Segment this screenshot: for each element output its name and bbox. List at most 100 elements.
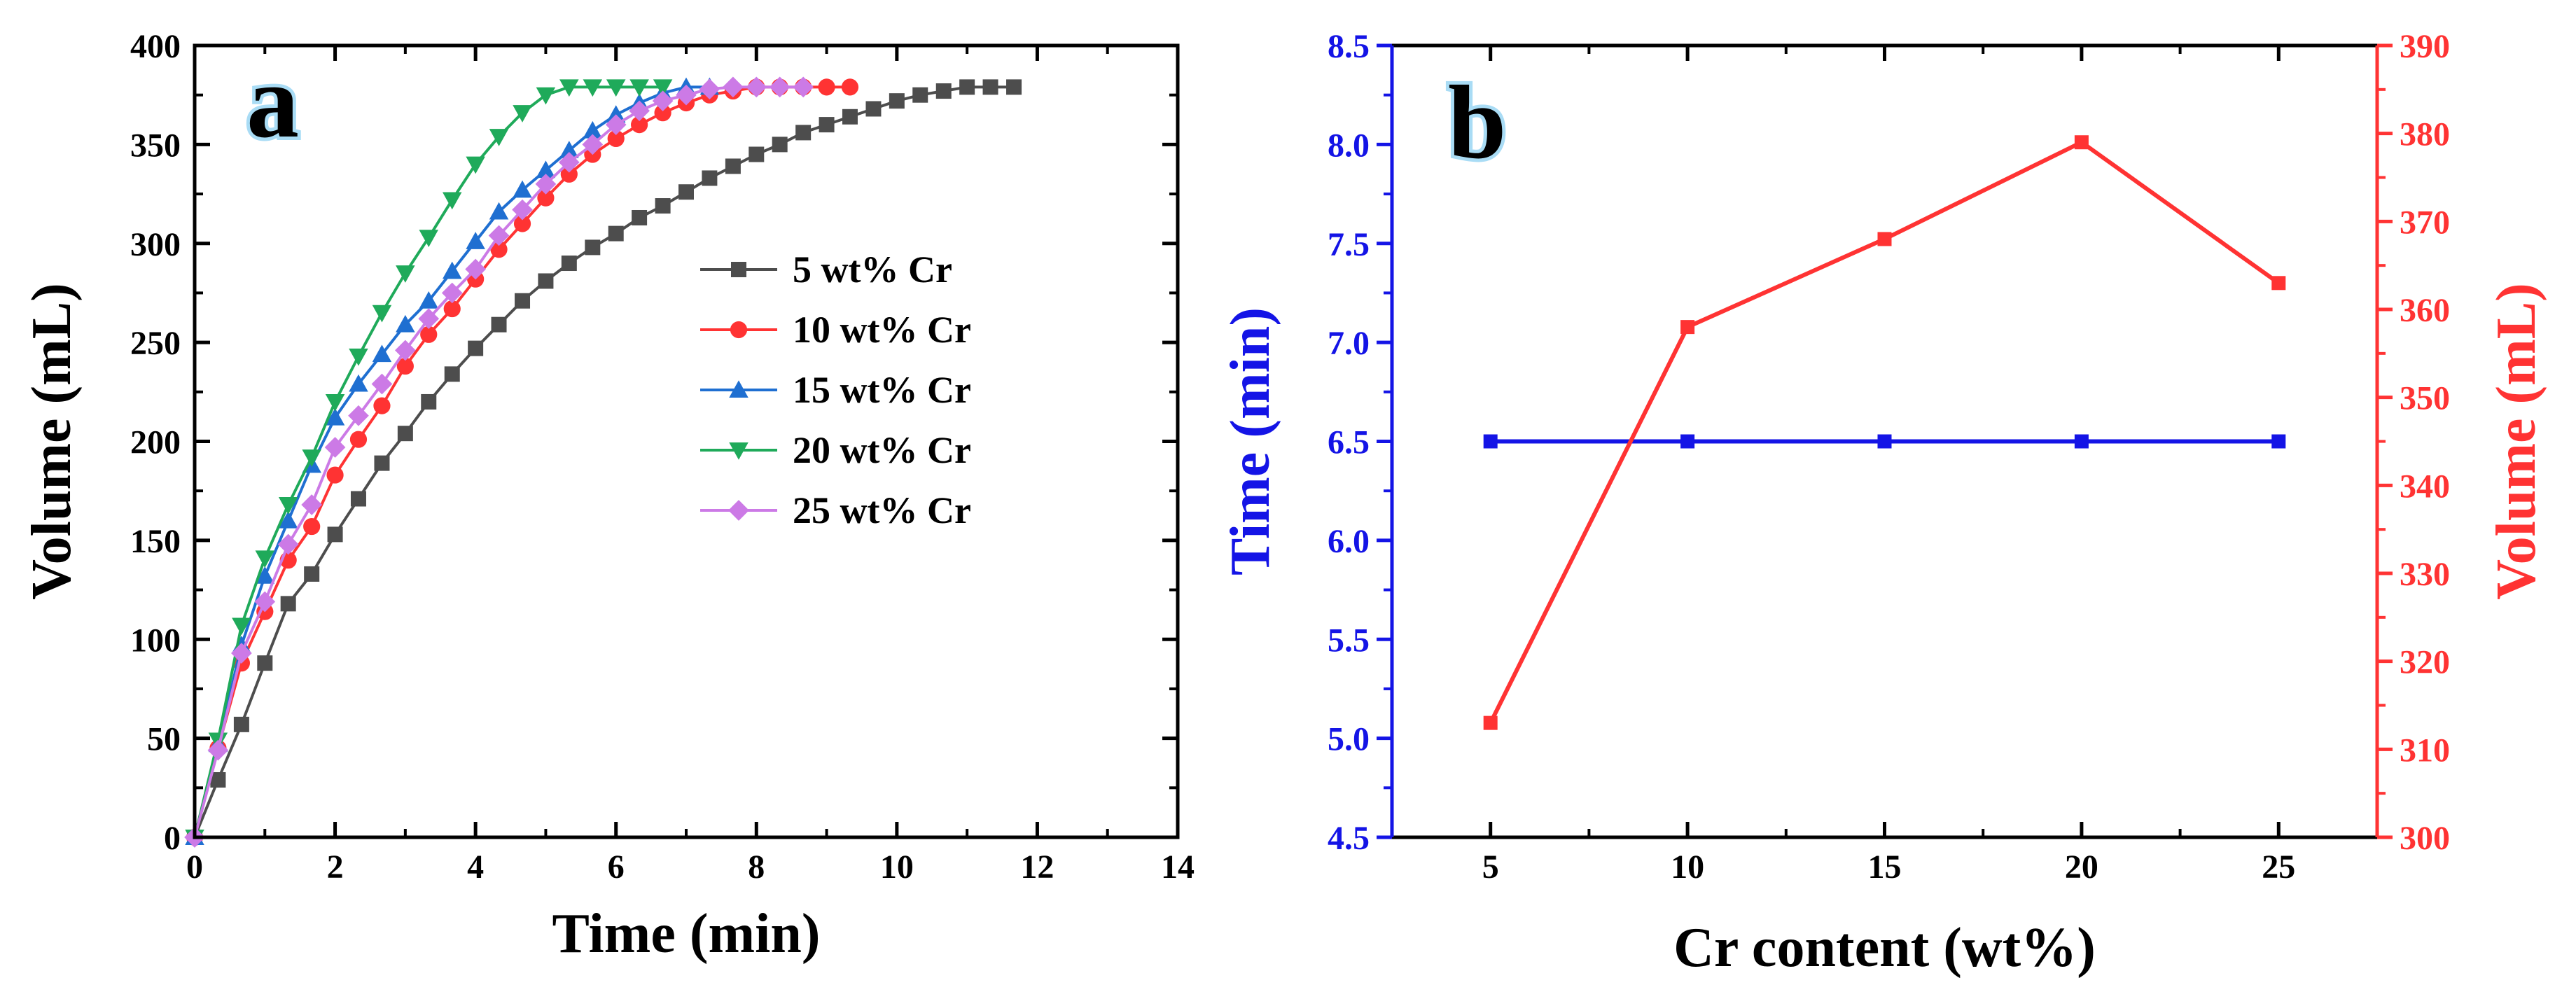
data-point-25-wt-cr — [277, 533, 299, 555]
legend-marker-10-wt-cr — [730, 321, 748, 339]
data-point-10-wt-cr — [631, 116, 648, 134]
data-point-20-wt-cr — [559, 79, 579, 97]
data-point-25-wt-cr — [793, 76, 814, 98]
data-point-20-wt-cr — [396, 265, 415, 283]
data-point-20-wt-cr — [653, 79, 673, 97]
data-point-25-wt-cr — [301, 494, 323, 515]
data-point-15-wt-cr — [583, 120, 603, 139]
data-point-25-wt-cr — [465, 258, 486, 280]
data-point-25-wt-cr — [512, 199, 533, 221]
panel-b-right-tick-label: 380 — [2400, 116, 2450, 153]
panel-a-ticks: 0 2 4 6 8 10 12 14 0 50 100 150 200 250 300 350 400 — [130, 28, 1195, 886]
data-point-25-wt-cr — [723, 76, 744, 98]
data-point-5-wt-cr — [819, 117, 835, 133]
panel-b-left-tick-label: 5.5 — [1328, 622, 1370, 659]
panel-b-right-tick-label: 350 — [2400, 380, 2450, 417]
data-point-5-wt-cr — [608, 225, 624, 242]
legend-marker-20-wt-cr — [729, 442, 749, 460]
data-point-25-wt-cr — [746, 76, 767, 98]
series-line-volume-ml — [1489, 139, 2281, 724]
data-point-25-wt-cr — [254, 591, 276, 613]
data-point-10-wt-cr — [373, 397, 391, 414]
data-point-25-wt-cr — [558, 151, 580, 173]
panel-b-left-axis-title: Time (min) — [1220, 307, 1281, 575]
data-point-15-wt-cr — [278, 510, 298, 529]
panel-a-x-tick-label: 6 — [608, 848, 625, 886]
data-point-5-wt-cr — [959, 79, 975, 95]
data-point-15-wt-cr — [442, 261, 462, 279]
data-point-20-wt-cr — [419, 230, 439, 248]
data-point-25-wt-cr — [488, 225, 510, 246]
data-point-20-wt-cr — [372, 305, 392, 323]
data-point-5-wt-cr — [982, 79, 998, 95]
panel-a-y-tick-label: 100 — [130, 622, 181, 659]
data-point-5-wt-cr — [655, 198, 671, 214]
series-line-20-wt-cr — [193, 85, 663, 838]
data-point-15-wt-cr — [513, 180, 532, 198]
panel-b-right-tick-label: 300 — [2400, 820, 2450, 857]
data-point-5-wt-cr — [444, 366, 460, 382]
data-point-5-wt-cr — [280, 596, 296, 612]
data-point-5-wt-cr — [515, 293, 531, 309]
data-point-25-wt-cr — [418, 308, 440, 330]
panel-b-x-tick-label: 15 — [1868, 848, 1902, 886]
data-point-10-wt-cr — [513, 215, 531, 232]
panel-a-y-tick-label: 200 — [130, 424, 181, 461]
data-point-15-wt-cr — [536, 160, 556, 179]
data-point-5-wt-cr — [491, 316, 507, 333]
data-point-volume-ml — [1877, 232, 1892, 246]
data-point-5-wt-cr — [865, 101, 882, 117]
panel-a-y-tick-label: 400 — [130, 28, 181, 65]
data-point-5-wt-cr — [233, 716, 249, 732]
data-point-5-wt-cr — [210, 772, 226, 788]
data-point-25-wt-cr — [769, 76, 791, 98]
data-point-20-wt-cr — [349, 348, 368, 366]
data-point-25-wt-cr — [535, 174, 557, 195]
data-point-10-wt-cr — [443, 300, 461, 318]
data-point-25-wt-cr — [629, 100, 650, 122]
data-point-20-wt-cr — [629, 79, 649, 97]
panel-b-left-tick-label: 7.5 — [1328, 226, 1370, 263]
data-point-15-wt-cr — [255, 566, 275, 584]
data-point-25-wt-cr — [605, 114, 627, 135]
panel-a-y-tick-label: 50 — [147, 721, 181, 758]
legend-label-10-wt-cr: 10 wt% Cr — [793, 309, 971, 351]
panel-b-series — [1483, 135, 2286, 730]
data-point-20-wt-cr — [255, 550, 275, 568]
data-point-10-wt-cr — [607, 130, 625, 147]
legend-label-25-wt-cr: 25 wt% Cr — [793, 489, 971, 531]
data-point-20-wt-cr — [606, 79, 626, 97]
data-point-5-wt-cr — [912, 87, 928, 103]
data-point-5-wt-cr — [935, 83, 952, 99]
data-point-5-wt-cr — [397, 426, 413, 442]
data-point-time-min — [2074, 434, 2089, 449]
data-point-time-min — [2271, 434, 2286, 449]
data-point-5-wt-cr — [725, 158, 741, 174]
data-point-5-wt-cr — [632, 209, 648, 225]
panel-b-x-tick-label: 20 — [2065, 848, 2098, 886]
data-point-15-wt-cr — [396, 314, 415, 333]
data-point-25-wt-cr — [395, 340, 416, 361]
data-point-10-wt-cr — [396, 357, 414, 375]
data-point-25-wt-cr — [324, 437, 346, 458]
panel-b-right-axis-title: Volume (mL) — [2486, 283, 2547, 600]
data-point-25-wt-cr — [441, 282, 463, 304]
data-point-10-wt-cr — [841, 78, 859, 96]
panel-a-y-tick-label: 300 — [130, 226, 181, 263]
data-point-5-wt-cr — [1006, 79, 1022, 95]
panel-b-left-tick-label: 7.0 — [1328, 325, 1370, 362]
data-point-25-wt-cr — [699, 78, 720, 100]
data-point-10-wt-cr — [326, 466, 344, 484]
data-point-5-wt-cr — [585, 239, 601, 256]
data-point-25-wt-cr — [371, 373, 393, 395]
data-point-25-wt-cr — [231, 643, 252, 664]
data-point-10-wt-cr — [818, 78, 835, 96]
data-point-5-wt-cr — [749, 146, 765, 162]
panel-b-x-tick-label: 25 — [2262, 848, 2295, 886]
panel-b-left-tick-label: 8.5 — [1328, 28, 1370, 65]
data-point-25-wt-cr — [676, 84, 697, 106]
data-point-20-wt-cr — [513, 105, 532, 123]
data-point-5-wt-cr — [468, 340, 484, 356]
panel-a-x-tick-label: 8 — [748, 848, 765, 886]
data-point-5-wt-cr — [538, 273, 554, 289]
